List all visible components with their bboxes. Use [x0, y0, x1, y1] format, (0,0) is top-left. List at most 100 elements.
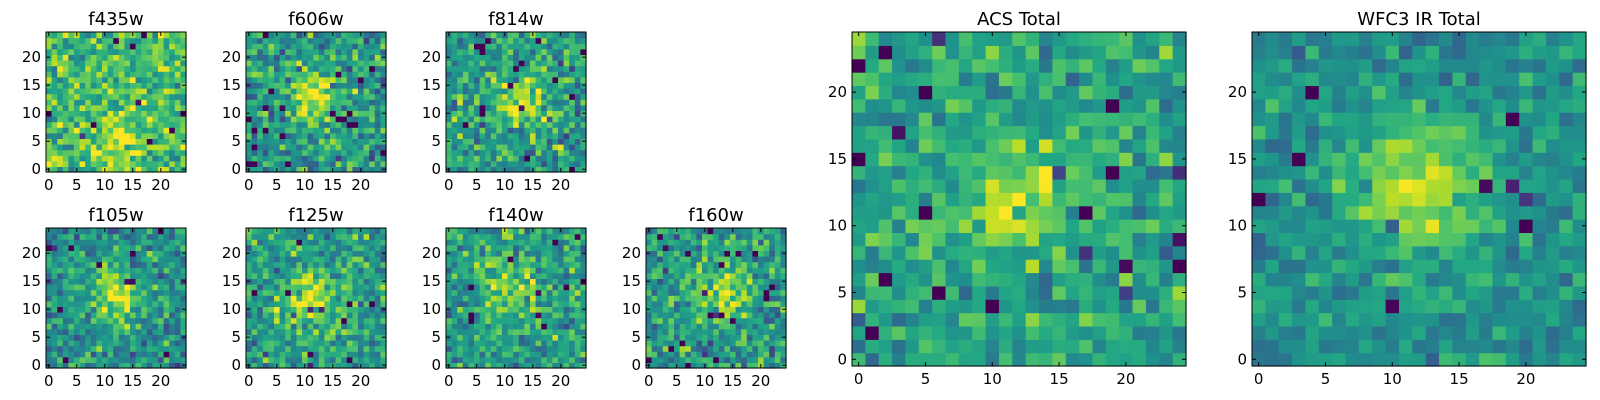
heatmap-cell	[507, 284, 514, 291]
heatmap-cell	[251, 328, 258, 335]
heatmap-cell	[358, 306, 365, 313]
heatmap-cell	[79, 278, 86, 285]
heatmap-cell	[262, 132, 269, 139]
heatmap-cell	[313, 93, 320, 100]
heatmap-cell	[918, 165, 933, 180]
heatmap-cell	[780, 323, 787, 330]
heatmap-cell	[513, 334, 520, 341]
heatmap-cell	[158, 244, 165, 251]
heatmap-cell	[479, 144, 486, 151]
heatmap-cell	[51, 317, 58, 324]
heatmap-cell	[279, 328, 286, 335]
heatmap-cell	[62, 278, 69, 285]
heatmap-cell	[285, 121, 292, 128]
heatmap-cell	[502, 317, 509, 324]
heatmap-cell	[279, 88, 286, 95]
heatmap-cell	[718, 317, 725, 324]
heatmap-cell	[102, 127, 109, 134]
heatmap-cell	[307, 127, 314, 134]
heatmap-cell	[174, 138, 181, 145]
heatmap-cell	[1079, 165, 1094, 180]
heatmap-cell	[905, 245, 920, 260]
heatmap-cell	[932, 152, 947, 167]
heatmap-cell	[462, 250, 469, 257]
heatmap-cell	[51, 155, 58, 162]
heatmap-cell	[324, 99, 331, 106]
heatmap-cell	[541, 239, 548, 246]
heatmap-cell	[892, 219, 907, 233]
heatmap-cell	[374, 250, 381, 257]
heatmap-cell	[718, 284, 725, 291]
heatmap-cell	[563, 48, 570, 55]
heatmap-cell	[118, 76, 125, 83]
heatmap-cell	[268, 256, 275, 263]
heatmap-cell	[1159, 178, 1174, 193]
heatmap-cell	[1025, 339, 1040, 354]
heatmap-cell	[374, 166, 381, 173]
heatmap-cell	[1039, 165, 1053, 180]
heatmap-cell	[496, 239, 503, 246]
heatmap-cell	[958, 152, 973, 167]
heatmap-cell	[324, 340, 331, 347]
heatmap-cell	[158, 155, 165, 162]
heatmap-cell	[718, 306, 725, 313]
heatmap-cell	[257, 345, 264, 352]
heatmap-cell	[74, 334, 81, 341]
heatmap-cell	[763, 334, 770, 341]
heatmap-cell	[302, 289, 309, 296]
heatmap-cell	[552, 340, 559, 347]
heatmap-cell	[1012, 152, 1027, 167]
heatmap-cell	[79, 244, 86, 251]
heatmap-cell	[180, 48, 187, 55]
heatmap-cell	[446, 88, 453, 95]
heatmap-cell	[107, 116, 114, 123]
heatmap-cell	[107, 300, 114, 307]
heatmap-cell	[490, 65, 497, 72]
heatmap-cell	[530, 267, 537, 274]
heatmap-cell	[118, 121, 125, 128]
heatmap-cell	[563, 267, 570, 274]
heatmap-cell	[741, 328, 748, 335]
heatmap-cell	[707, 256, 714, 263]
y-tick-label: 20	[222, 244, 241, 262]
heatmap-cell	[763, 261, 770, 268]
heatmap-cell	[563, 54, 570, 61]
heatmap-cell	[107, 110, 114, 117]
heatmap-cell	[363, 71, 370, 78]
heatmap-cell	[257, 138, 264, 145]
heatmap-cell	[741, 340, 748, 347]
heatmap-cell	[490, 334, 497, 341]
heatmap-cell	[502, 132, 509, 139]
heatmap-cell	[85, 76, 92, 83]
y-tick-label: 10	[422, 300, 441, 318]
heatmap-cell	[324, 233, 331, 240]
heatmap-cell	[524, 93, 531, 100]
heatmap-cell	[346, 71, 353, 78]
heatmap-cell	[945, 245, 960, 260]
heatmap-cell	[446, 65, 453, 72]
heatmap-cell	[46, 356, 53, 363]
y-tick-label: 20	[422, 244, 441, 262]
heatmap-cell	[62, 132, 69, 139]
heatmap-cell	[285, 104, 292, 111]
heatmap-cell	[257, 340, 264, 347]
heatmap-cell	[535, 110, 542, 117]
heatmap-cell	[685, 233, 692, 240]
heatmap-cell	[346, 284, 353, 291]
heatmap-cell	[302, 239, 309, 246]
heatmap-cell	[318, 362, 325, 369]
heatmap-cell	[68, 312, 75, 319]
heatmap-cell	[113, 256, 120, 263]
heatmap-cell	[496, 54, 503, 61]
heatmap-cell	[746, 306, 753, 313]
heatmap-cell	[163, 60, 170, 67]
heatmap-cell	[335, 155, 342, 162]
heatmap-cell	[1092, 272, 1107, 287]
heatmap-cell	[307, 37, 314, 44]
heatmap-cell	[985, 245, 1000, 260]
heatmap-cell	[290, 99, 297, 106]
heatmap-cell	[268, 323, 275, 330]
heatmap-cell	[46, 351, 53, 358]
heatmap-cell	[251, 334, 258, 341]
heatmap-cell	[324, 82, 331, 89]
